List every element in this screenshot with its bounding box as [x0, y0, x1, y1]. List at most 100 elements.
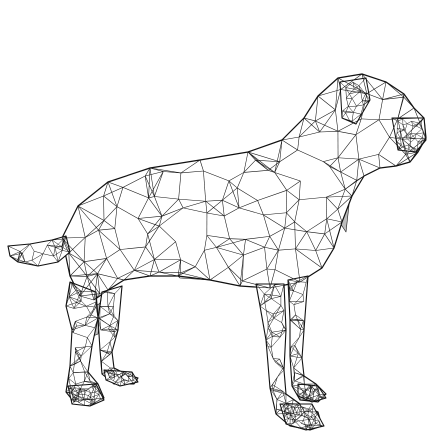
mesh-edge	[410, 133, 412, 139]
mesh-edge	[178, 198, 206, 202]
mesh-edge	[85, 337, 88, 347]
mesh-edge	[287, 279, 298, 282]
mesh-edge	[112, 370, 114, 374]
mesh-edge	[293, 290, 304, 295]
mesh-edge	[412, 122, 419, 127]
mesh-edge	[75, 400, 79, 403]
mesh-edge	[289, 355, 303, 359]
mesh-edge	[177, 266, 196, 277]
mesh-edge	[65, 305, 75, 309]
mesh-edge	[94, 394, 100, 397]
mesh-edge	[86, 301, 97, 307]
mesh-edge	[398, 146, 403, 150]
mesh-edge	[133, 377, 139, 385]
mesh-edge	[9, 255, 18, 260]
mesh-edge	[257, 190, 287, 201]
mesh-edge	[397, 128, 404, 130]
mesh-edge	[351, 113, 362, 122]
mesh-edge	[106, 341, 111, 353]
mesh-edge	[349, 89, 355, 95]
mesh-edge	[87, 371, 91, 382]
mesh-edge	[159, 207, 184, 227]
mesh-edge	[149, 271, 160, 277]
mesh-edge	[361, 118, 379, 121]
mesh-edge	[315, 120, 320, 133]
mesh-edge	[86, 258, 107, 277]
mesh-edge	[88, 386, 93, 390]
mesh-edge	[286, 414, 292, 416]
mesh-edge	[309, 419, 312, 425]
mesh-edge	[355, 118, 362, 135]
mesh-edge	[204, 247, 217, 251]
mesh-edge	[292, 419, 295, 423]
mesh-edge	[307, 415, 310, 420]
mesh-edge	[109, 376, 115, 378]
mesh-edge	[305, 395, 310, 400]
mesh-edge	[315, 109, 336, 122]
mesh-edge	[75, 316, 87, 322]
mesh-edge	[61, 237, 85, 262]
mesh-edge	[270, 294, 281, 297]
mesh-edge	[411, 121, 414, 127]
mesh-edge	[289, 290, 294, 302]
mesh-edge	[65, 302, 77, 307]
mesh-edge	[345, 82, 354, 88]
mesh-edge	[421, 139, 427, 145]
mesh-edge	[303, 391, 306, 394]
mesh-edge	[51, 238, 64, 241]
mesh-edge	[382, 96, 404, 100]
mesh-edge	[194, 250, 205, 267]
mesh-edge	[77, 391, 82, 394]
mesh-edge	[109, 306, 114, 314]
mesh-edge	[65, 296, 70, 307]
mesh-edge	[294, 345, 299, 354]
mesh-edge	[88, 403, 94, 406]
mesh-edge	[53, 250, 63, 257]
mesh-edge	[269, 236, 279, 251]
mesh-edge	[228, 180, 240, 208]
mesh-edge	[108, 325, 111, 330]
mesh-edge	[329, 157, 339, 167]
mesh-edge	[279, 329, 287, 338]
mesh-edge	[301, 420, 304, 424]
mesh-edge	[397, 128, 401, 132]
mesh-edge	[315, 420, 320, 424]
mesh-edge	[292, 419, 294, 424]
mesh-edge	[77, 392, 80, 395]
mesh-edge	[86, 305, 97, 308]
mesh-edge	[290, 412, 294, 416]
mesh-edge	[382, 81, 387, 100]
mesh-edge	[284, 411, 287, 415]
mesh-edge	[391, 117, 398, 122]
mesh-edge	[337, 195, 353, 210]
mesh-edge	[264, 301, 267, 311]
mesh-edge	[84, 371, 89, 382]
mesh-edge	[421, 137, 423, 145]
mesh-edge	[351, 180, 358, 197]
mesh-edge	[84, 317, 88, 326]
mesh-edge	[402, 123, 408, 125]
mesh-edge	[299, 414, 305, 417]
mesh-edge	[378, 137, 390, 155]
mesh-edge	[100, 398, 105, 401]
mesh-edge	[276, 391, 284, 400]
mesh-edge	[78, 399, 85, 403]
mesh-edge	[351, 90, 361, 99]
mesh-edge	[84, 390, 87, 395]
mesh-edge	[145, 246, 155, 260]
mesh-edge	[72, 389, 78, 394]
mesh-edge	[310, 386, 316, 390]
dog-torso-head-outline	[61, 73, 427, 301]
mesh-edge	[65, 378, 70, 393]
mesh-edge	[414, 138, 419, 142]
mesh-edge	[117, 270, 135, 279]
mesh-edge	[90, 395, 95, 398]
mesh-edge	[79, 388, 82, 392]
mesh-edge	[154, 196, 179, 200]
mesh-edge	[74, 347, 81, 362]
mesh-edge	[73, 388, 81, 403]
mesh-edge	[341, 112, 346, 119]
mesh-edge	[272, 390, 278, 400]
mesh-edge	[308, 408, 314, 412]
mesh-edge	[114, 329, 119, 338]
